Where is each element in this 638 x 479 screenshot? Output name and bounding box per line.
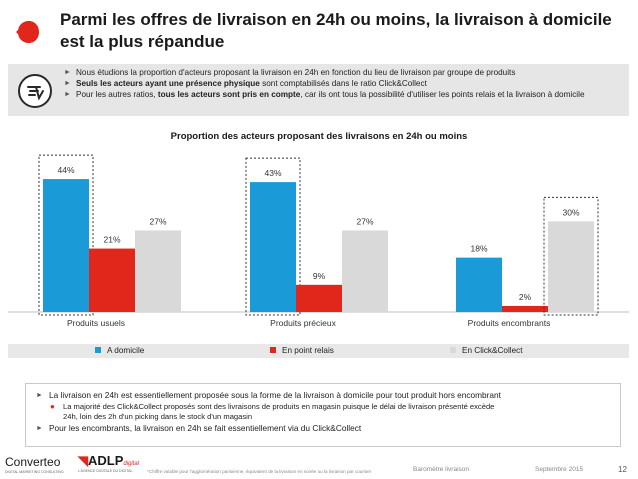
data-label: 21% <box>103 235 120 245</box>
bullet-triangle-icon: ► <box>36 424 43 432</box>
intro-bullets: ► Nous étudions la proportion d'acteurs p… <box>64 67 624 100</box>
bar-en-click-collect-produits-usuels <box>135 230 181 312</box>
category-label: Produits usuels <box>67 318 125 328</box>
delivery-icon <box>18 74 52 108</box>
highlight-box <box>543 196 599 316</box>
intro-bullet-text: Nous étudions la proportion d'acteurs pr… <box>76 68 516 77</box>
legend-label: En Click&Collect <box>462 346 523 355</box>
intro-bullet-bold: tous les acteurs sont pris en compte <box>157 90 301 99</box>
data-label: 18% <box>470 244 487 254</box>
category-label: Produits encombrants <box>468 318 551 328</box>
intro-bullet: ► Seuls les acteurs ayant une présence ph… <box>64 78 624 89</box>
legend-label: En point relais <box>282 346 334 355</box>
bullet-triangle-icon: ► <box>64 80 71 87</box>
highlight-box <box>245 157 301 316</box>
bar-a-domicile-produits-encombrants <box>456 257 502 312</box>
legend-item-point-relais: En point relais <box>270 346 334 355</box>
adlp-tagline: L'AGENCE DIGITALE DU DIGITAL <box>78 469 133 473</box>
converteo-logo: Converteo DIGITAL MARKETING CONSULTING <box>5 455 64 474</box>
bar-a-domicile-produits-usuels <box>43 179 89 312</box>
conclusion-subitem: ● La majorité des Click&Collect proposés … <box>36 402 612 423</box>
chart-title: Proportion des acteurs proposant des liv… <box>170 131 468 142</box>
conclusion-item: ► Pour les encombrants, la livraison en 2… <box>36 423 612 435</box>
highlight-box <box>38 154 94 316</box>
bar-en-point-relais-produits-usuels <box>89 248 135 312</box>
legend-item-click-collect: En Click&Collect <box>450 346 523 355</box>
data-label: 30% <box>562 207 579 217</box>
legend-swatch <box>95 347 101 353</box>
data-label: 27% <box>356 216 373 226</box>
bar-chart: 44% 21% 27% Produits usuels 43% 9% 27% Produits… <box>8 154 629 328</box>
legend-swatch <box>270 347 276 353</box>
footnote: *Chiffre valable pour l'agglomération pa… <box>147 469 372 474</box>
intro-bullet: ► Pour les autres ratios, tous les acteur… <box>64 89 624 100</box>
conclusions-box: ► La livraison en 24h est essentiellement… <box>25 383 621 447</box>
bar-a-domicile-produits-precieux <box>250 182 296 312</box>
bullet-triangle-icon: ► <box>36 392 43 399</box>
bar-en-point-relais-produits-precieux <box>296 284 342 312</box>
bar-en-point-relais-produits-encombrants <box>502 305 548 312</box>
page-title: Parmi les offres de livraison en 24h ou … <box>60 10 612 51</box>
data-label: 9% <box>313 271 326 281</box>
bullet-dot-icon: ● <box>50 401 55 411</box>
adlp-wordmark: ADLP <box>88 453 124 468</box>
bullet-triangle-icon: ► <box>64 91 71 98</box>
legend-swatch <box>450 347 456 353</box>
intro-bullet-text: , car ils ont tous la possibilité d'util… <box>300 90 585 99</box>
category-label: Produits précieux <box>270 318 336 328</box>
data-label: 44% <box>57 165 74 175</box>
intro-bullet-pre: Pour les autres ratios, <box>76 90 158 99</box>
data-label: 27% <box>149 216 166 226</box>
delivery-icon-glyph <box>27 86 44 101</box>
footer-barometer: Baromètre livraison <box>413 466 469 473</box>
bar-en-click-collect-produits-precieux <box>342 230 388 312</box>
conclusion-text: Pour les encombrants, la livraison en 24… <box>49 422 362 433</box>
bullet-triangle-icon: ► <box>64 69 71 76</box>
bar-en-click-collect-produits-encombrants <box>548 221 594 312</box>
conclusion-subtext: La majorité des Click&Collect proposés s… <box>63 401 495 411</box>
legend-item-a-domicile: A domicile <box>95 346 144 355</box>
intro-bullet-text: sont comptabilisés dans le ratio Click&C… <box>259 79 427 88</box>
data-label: 43% <box>264 168 281 178</box>
legend-label: A domicile <box>107 346 145 355</box>
chart-legend: A domicile En point relais En Click&Coll… <box>8 344 629 358</box>
brand-drop-icon <box>16 21 39 43</box>
conclusion-item: ► La livraison en 24h est essentiellement… <box>36 390 612 402</box>
converteo-wordmark: Converteo <box>5 455 61 469</box>
page-number: 12 <box>618 465 627 474</box>
intro-bullet: ► Nous étudions la proportion d'acteurs p… <box>64 67 624 78</box>
adlp-mark-icon: ◥ <box>78 453 88 468</box>
intro-bullet-bold: Seuls les acteurs ayant une présence phy… <box>76 79 260 88</box>
data-label: 2% <box>519 292 532 302</box>
intro-box: ► Nous étudions la proportion d'acteurs p… <box>8 64 629 116</box>
conclusion-text: La livraison en 24h est essentiellement … <box>49 390 501 400</box>
footer-date: Septembre 2015 <box>535 466 584 473</box>
converteo-tagline: DIGITAL MARKETING CONSULTING <box>5 470 64 474</box>
adlp-logo: ◥ADLPdigital L'AGENCE DIGITALE DU DIGITA… <box>78 453 139 473</box>
adlp-suffix: digital <box>123 461 140 467</box>
conclusion-subtext: 24h, loin des 2h d'un picking dans le st… <box>63 412 253 421</box>
